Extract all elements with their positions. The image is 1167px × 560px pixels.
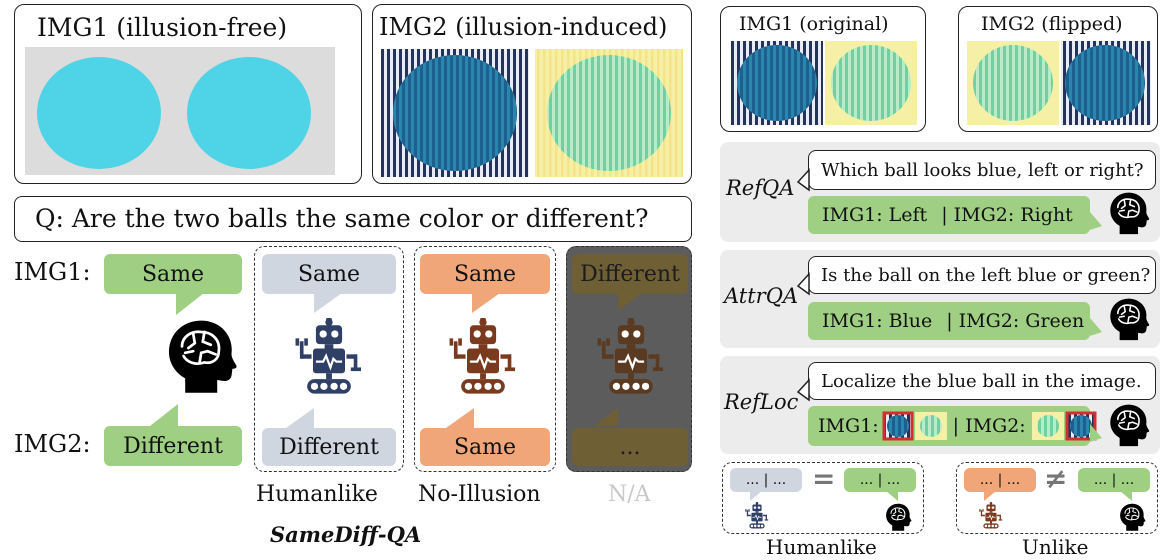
brain-head-icon <box>1104 190 1150 236</box>
human-answer-img1: Same <box>104 254 242 294</box>
legend-unlike-right-tail <box>1120 491 1132 501</box>
refqa-question-tail <box>796 168 810 192</box>
legend-humanlike-left: ... | ... <box>730 468 802 492</box>
green-ball-right <box>547 55 671 171</box>
legend-unlike-box <box>956 462 1158 534</box>
humanlike-bubble-tail-top <box>314 293 342 313</box>
robot-icon-dim <box>594 318 668 398</box>
legend-humanlike-box <box>722 462 924 534</box>
no-illusion-label: No-Illusion <box>418 482 541 507</box>
attrqa-question: Is the ball on the left blue or green? <box>808 256 1156 294</box>
no-illusion-bubble-tail-bottom <box>446 408 474 428</box>
human-bubble-tail-bottom <box>150 404 178 426</box>
na-label: N/A <box>608 482 651 507</box>
na-answer-img2: ... <box>572 428 688 466</box>
legend-unlike-left: ... | ... <box>964 468 1036 492</box>
refloc-answer-tail <box>1090 424 1102 442</box>
refqa-question: Which ball looks blue, left or right? <box>808 150 1156 190</box>
blue-ball-left <box>393 55 517 171</box>
row-label-img1: IMG1: <box>14 258 91 286</box>
brain-head-icon <box>158 316 238 396</box>
robot-icon <box>292 318 366 398</box>
na-answer-img1: Different <box>572 254 688 294</box>
no-illusion-column-box <box>414 246 556 472</box>
attrqa-answer: IMG1: Blue | IMG2: Green <box>808 302 1090 340</box>
img2-title: IMG2 (illusion-induced) <box>379 13 668 41</box>
human-answer-img2: Different <box>104 426 242 466</box>
refloc-label: RefLoc <box>724 390 799 414</box>
question-text: Q: Are the two balls the same color or d… <box>35 204 649 233</box>
refqa-answer-tail <box>1090 212 1102 230</box>
humanlike-answer-img2: Different <box>262 428 396 466</box>
no-illusion-bubble-tail-top <box>472 293 500 313</box>
img2-illusion-image <box>381 49 683 177</box>
img1-title: IMG1 (illusion-free) <box>37 13 288 42</box>
robot-icon-small-brown <box>978 502 1004 530</box>
refqa-answer-img2: | IMG2: Right <box>941 204 1073 226</box>
legend-unlike-label: Unlike <box>1022 535 1089 559</box>
legend-humanlike-left-tail <box>750 491 762 501</box>
legend-unlike-left-tail <box>984 491 996 501</box>
na-bubble-tail-bottom <box>594 408 618 426</box>
img2-illusion-induced-panel: IMG2 (illusion-induced) <box>372 4 692 184</box>
attrqa-answer-img1: IMG1: Blue <box>822 310 933 332</box>
legend-unlike-op: ≠ <box>1044 462 1068 495</box>
refloc-answer-img1: IMG1: <box>818 415 879 437</box>
attrqa-label: AttrQA <box>724 284 799 308</box>
refqa-label: RefQA <box>726 176 795 200</box>
no-illusion-answer-img2: Same <box>420 428 550 466</box>
refloc-question-tail <box>796 378 810 402</box>
human-bubble-tail-top <box>176 293 204 315</box>
refqa-answer: IMG1: Left | IMG2: Right <box>808 196 1090 234</box>
cyan-ball-right <box>187 57 311 169</box>
refloc-answer: IMG1: | IMG2: <box>808 406 1097 446</box>
brain-head-icon-small <box>1116 502 1146 532</box>
refloc-question: Localize the blue ball in the image. <box>808 362 1156 400</box>
img2-flipped-title: IMG2 (flipped) <box>981 13 1123 35</box>
brain-head-icon <box>1104 296 1150 342</box>
refloc-answer-sep: | IMG2: <box>952 415 1026 437</box>
refloc-img1-thumbnail <box>882 411 947 441</box>
row-label-img2: IMG2: <box>14 430 91 458</box>
attrqa-answer-img2: | IMG2: Green <box>946 310 1085 332</box>
img1-illusion-free-panel: IMG1 (illusion-free) <box>14 4 362 184</box>
legend-unlike-right: ... | ... <box>1078 468 1150 492</box>
legend-humanlike-right: ... | ... <box>844 468 916 492</box>
img2-flipped-image <box>967 41 1151 125</box>
no-illusion-answer-img1: Same <box>420 254 550 294</box>
refqa-answer-img1: IMG1: Left <box>822 204 928 226</box>
robot-icon-brown <box>446 318 520 398</box>
attrqa-answer-tail <box>1090 318 1102 336</box>
na-bubble-tail-top <box>618 293 642 311</box>
legend-humanlike-op: = <box>812 462 836 495</box>
question-box: Q: Are the two balls the same color or d… <box>14 196 692 242</box>
attrqa-question-tail <box>796 272 810 296</box>
humanlike-column-box <box>254 246 404 472</box>
img1-original-image <box>731 41 917 125</box>
cyan-ball-left <box>37 57 161 169</box>
legend-humanlike-label: Humanlike <box>766 535 877 559</box>
img1-original-panel: IMG1 (original) <box>720 6 926 132</box>
humanlike-label: Humanlike <box>256 482 378 507</box>
samediff-qa-caption: SameDiff-QA <box>270 522 422 547</box>
brain-head-icon <box>1104 402 1150 448</box>
brain-head-icon-small <box>882 502 912 532</box>
img2-flipped-panel: IMG2 (flipped) <box>958 6 1158 132</box>
img1-original-title: IMG1 (original) <box>739 13 889 35</box>
robot-icon-small <box>744 502 770 530</box>
humanlike-answer-img1: Same <box>262 254 396 294</box>
refloc-img2-thumbnail <box>1031 411 1097 441</box>
legend-humanlike-right-tail <box>886 491 898 501</box>
humanlike-bubble-tail-bottom <box>286 408 314 428</box>
